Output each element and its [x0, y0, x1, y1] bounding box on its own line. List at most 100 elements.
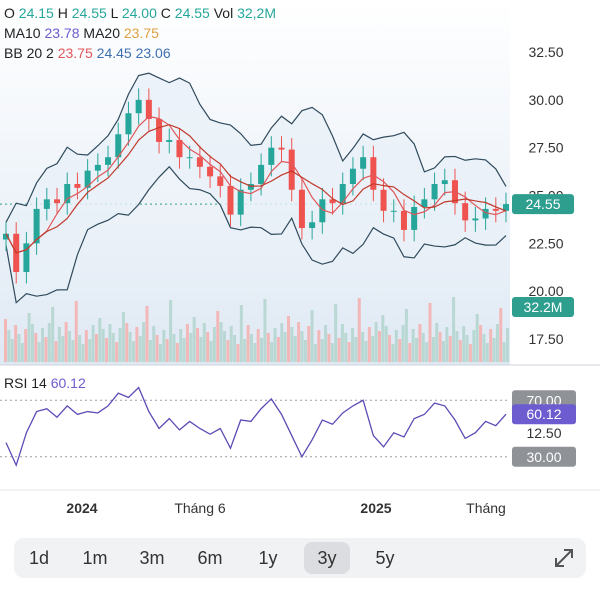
- volume-bar: [152, 326, 156, 362]
- low-value: 24.00: [121, 5, 157, 21]
- high-label: H: [57, 5, 68, 21]
- candle-body: [3, 233, 9, 240]
- volume-bar: [307, 326, 311, 362]
- volume-bar: [233, 335, 237, 362]
- candle-body: [278, 147, 285, 150]
- volume-bar: [506, 328, 509, 362]
- volume-bar: [246, 325, 250, 362]
- volume-bar: [20, 343, 24, 362]
- volume-bar: [290, 327, 294, 362]
- ma10-value: 23.78: [44, 25, 80, 41]
- volume-bar: [361, 332, 365, 362]
- volume-bar: [37, 342, 41, 362]
- volume-badge-text: 32.2M: [524, 299, 563, 315]
- volume-badge: [512, 297, 574, 317]
- rsi-value: 60.12: [50, 375, 86, 391]
- volume-bar: [91, 325, 95, 362]
- candle-body: [196, 157, 203, 167]
- candle-body: [43, 199, 50, 209]
- volume-bar: [189, 333, 193, 362]
- volume-bar: [115, 342, 119, 362]
- candle-body: [145, 99, 152, 119]
- volume-bar: [185, 324, 189, 362]
- volume-bar: [351, 328, 355, 362]
- volume-bar: [445, 327, 449, 362]
- volume-bar: [30, 324, 34, 362]
- rsi-value-badge-text: 60.12: [526, 406, 561, 422]
- rsi-lower-badge: [512, 446, 576, 467]
- candle-body: [288, 149, 295, 190]
- volume-bar: [293, 336, 297, 362]
- volume-bar: [364, 341, 368, 362]
- rsi-lower-badge-text: 30.00: [526, 449, 561, 465]
- volume-bar: [499, 308, 503, 362]
- last-price-badge-text: 24.55: [525, 196, 560, 212]
- price-tick-label: 32.50: [528, 44, 563, 60]
- price-tick-label: 27.50: [528, 140, 563, 156]
- x-axis-label: Tháng 6: [174, 500, 226, 516]
- volume-bar: [462, 326, 466, 362]
- tab-1m[interactable]: 1m: [82, 548, 108, 568]
- candle-body: [33, 208, 40, 244]
- candle-body: [370, 157, 377, 190]
- volume-bar: [495, 324, 499, 362]
- volume-bar: [485, 343, 489, 362]
- volume-bar: [388, 335, 392, 362]
- volume-bar: [34, 333, 38, 362]
- volume-bar: [280, 323, 284, 362]
- volume-bar: [175, 343, 179, 362]
- volume-bar: [84, 330, 88, 362]
- open-label: O: [4, 5, 15, 21]
- volume-bar: [105, 338, 109, 362]
- volume-bar: [441, 341, 445, 362]
- volume-bar: [448, 336, 452, 362]
- volume-bar: [263, 299, 267, 362]
- volume-bar: [68, 331, 72, 362]
- volume-bar: [51, 307, 55, 362]
- volume-bar: [88, 339, 92, 362]
- x-axis-label: Tháng: [466, 500, 506, 516]
- candle-body: [309, 222, 316, 229]
- volume-bar: [401, 325, 405, 362]
- volume-bar: [374, 322, 378, 362]
- volume-bar: [287, 316, 291, 362]
- ma20-value: 23.75: [123, 25, 159, 41]
- tab-6m[interactable]: 6m: [197, 548, 223, 568]
- volume-bar: [408, 343, 412, 362]
- volume-bar: [313, 344, 317, 362]
- candle-body: [431, 184, 438, 200]
- volume-bar: [482, 334, 486, 362]
- last-price-badge: [512, 194, 574, 215]
- volume-bar: [458, 340, 462, 362]
- volume-bar: [303, 340, 307, 362]
- volume-bar: [71, 340, 75, 362]
- volume-bar: [162, 330, 166, 362]
- candle-body: [268, 147, 275, 165]
- volume-bar: [54, 341, 58, 362]
- volume-bar: [196, 328, 200, 362]
- candle-body: [472, 218, 479, 221]
- candle-body: [492, 208, 499, 211]
- ohlc-legend: O 24.15 H 24.55 L 24.00 C 24.55 Vol 32,2…: [4, 4, 276, 22]
- volume-bar: [202, 323, 206, 362]
- candle-body: [94, 164, 101, 171]
- tab-5y[interactable]: 5y: [375, 548, 395, 568]
- volume-bar: [475, 314, 479, 362]
- tab-3y[interactable]: 3y: [304, 542, 350, 574]
- expand-diagonal-icon[interactable]: [550, 544, 578, 572]
- tab-1d[interactable]: 1d: [28, 548, 50, 568]
- volume-bar: [327, 334, 331, 362]
- volume-bar: [78, 335, 82, 362]
- tab-1y[interactable]: 1y: [258, 548, 278, 568]
- volume-bar: [270, 342, 274, 362]
- volume-bar: [428, 303, 432, 362]
- volume-bar: [468, 344, 472, 362]
- volume-bar: [330, 343, 334, 362]
- volume-bar: [297, 322, 301, 362]
- tab-3m[interactable]: 3m: [139, 548, 165, 568]
- close-value: 24.55: [174, 5, 210, 21]
- candle-body: [482, 208, 489, 219]
- volume-bar: [118, 328, 122, 362]
- rsi-label: RSI 14: [4, 375, 47, 391]
